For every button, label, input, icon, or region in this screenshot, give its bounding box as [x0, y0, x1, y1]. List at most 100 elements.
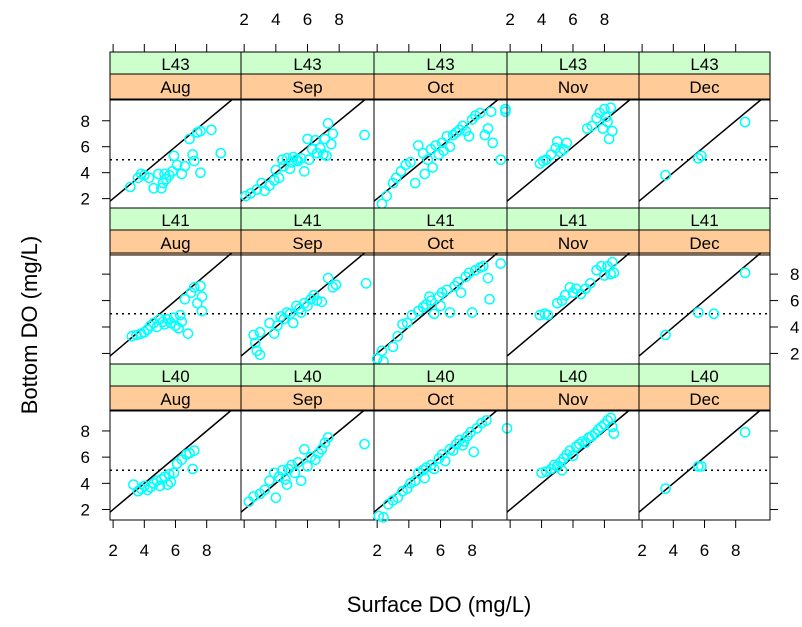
data-point	[692, 153, 704, 164]
data-point	[319, 133, 331, 145]
data-point	[188, 155, 200, 167]
data-point	[692, 307, 704, 318]
data-point	[196, 291, 208, 302]
data-point	[179, 293, 191, 305]
month-strip-label: Sep	[292, 234, 322, 253]
data-point	[573, 438, 585, 450]
identity-line	[638, 99, 762, 202]
data-point	[276, 464, 288, 476]
data-point	[272, 320, 283, 332]
data-point	[555, 146, 566, 158]
data-point	[739, 426, 751, 438]
panel-frame	[638, 99, 771, 210]
data-point	[428, 463, 440, 475]
data-point	[599, 270, 610, 281]
data-point	[397, 319, 408, 330]
data-point	[564, 282, 576, 293]
data-point	[371, 353, 383, 365]
data-point	[276, 154, 288, 166]
data-point	[441, 130, 453, 142]
site-strip-label: L43	[161, 55, 189, 74]
identity-line	[109, 99, 233, 202]
data-point	[373, 510, 385, 522]
data-point	[195, 167, 206, 179]
data-point	[138, 326, 150, 338]
month-strip-label: Sep	[292, 390, 322, 409]
x-tick-label: 2	[108, 541, 117, 560]
x-tick-label: 2	[372, 541, 381, 560]
data-point	[187, 463, 199, 475]
data-point	[292, 155, 304, 167]
data-point	[696, 460, 707, 472]
panel-l41-oct: L41 Oct	[371, 207, 508, 367]
data-point	[360, 278, 372, 289]
data-point	[419, 168, 431, 180]
data-point	[273, 172, 285, 184]
data-point	[359, 438, 370, 450]
panel-l43-sep: L43 Sep	[240, 51, 375, 210]
data-point	[395, 166, 407, 177]
data-point	[708, 308, 720, 320]
data-point	[602, 116, 613, 128]
data-point	[542, 309, 554, 321]
data-point	[436, 449, 448, 460]
data-point	[567, 450, 579, 462]
data-point	[302, 460, 313, 472]
data-point	[405, 156, 416, 168]
site-strip-label: L41	[690, 211, 718, 230]
data-point	[696, 150, 707, 162]
data-point	[148, 182, 160, 194]
panel-l40-aug: L40 Aug	[109, 363, 242, 521]
data-point	[586, 430, 598, 442]
data-point	[608, 267, 620, 279]
data-point	[534, 309, 546, 321]
data-point	[605, 102, 617, 114]
data-point	[295, 153, 307, 164]
data-point	[303, 154, 315, 166]
data-point	[298, 443, 310, 455]
x-tick-label: 2	[637, 541, 646, 560]
data-point	[484, 293, 495, 305]
data-point	[392, 330, 404, 342]
data-point	[424, 291, 435, 302]
y-tick-label: 2	[790, 344, 799, 363]
data-point	[173, 322, 184, 334]
data-point	[485, 106, 497, 118]
data-point	[474, 107, 486, 119]
panel-l40-sep: L40 Sep	[240, 363, 375, 521]
data-point	[556, 464, 568, 476]
panel-frame	[109, 409, 242, 521]
data-point	[179, 160, 191, 172]
x-tick-label: 6	[436, 541, 445, 560]
x-tick-label: 6	[171, 541, 180, 560]
panel-frame	[506, 99, 640, 210]
data-point	[187, 149, 199, 160]
data-point	[597, 123, 609, 134]
site-strip-label: L43	[690, 55, 718, 74]
data-point	[184, 133, 195, 145]
data-point	[600, 111, 612, 123]
month-strip-label: Sep	[292, 78, 322, 97]
panel-l41-sep: L41 Sep	[240, 207, 375, 365]
month-strip-label: Nov	[558, 78, 589, 97]
data-point	[259, 484, 271, 496]
month-strip-label: Nov	[558, 390, 589, 409]
data-point	[188, 445, 200, 456]
data-point	[660, 169, 671, 181]
y-tick-label: 6	[790, 292, 799, 311]
data-point	[660, 329, 671, 341]
data-point	[124, 181, 136, 193]
panel-frame	[373, 409, 508, 521]
data-point	[163, 468, 175, 480]
y-tick-label: 8	[81, 422, 90, 441]
data-point	[606, 125, 618, 137]
month-strip	[109, 73, 242, 100]
site-strip-label: L43	[426, 55, 454, 74]
y-axis-label: Bottom DO (mg/L)	[17, 236, 42, 414]
data-point	[168, 150, 180, 162]
data-point	[316, 296, 328, 308]
y-tick-label: 8	[81, 112, 90, 131]
data-point	[495, 154, 507, 166]
data-point	[152, 168, 164, 180]
